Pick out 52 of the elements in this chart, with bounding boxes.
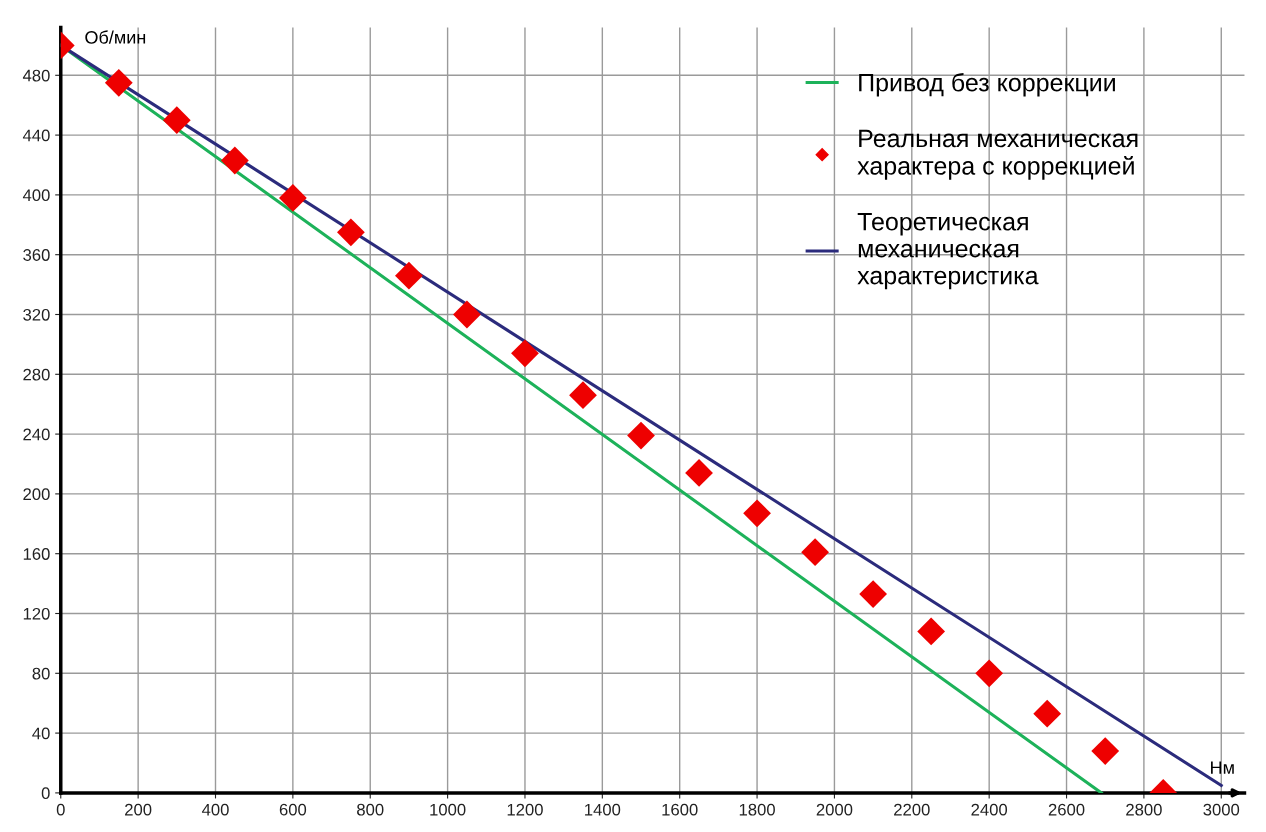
point	[1091, 737, 1120, 765]
y-tick-label: 440	[22, 129, 50, 142]
x-tick-label: 1600	[662, 803, 698, 816]
point	[743, 499, 771, 528]
point	[859, 580, 888, 608]
x-tick-label: 1400	[585, 803, 621, 816]
x-tick-label: 2400	[971, 803, 1008, 816]
y-tick-label: 480	[22, 69, 50, 82]
x-tick-label: 600	[279, 803, 307, 816]
point	[104, 68, 133, 97]
x-tick-label: 1800	[739, 803, 775, 816]
point	[975, 659, 1004, 688]
x-tick-label: 200	[125, 803, 152, 816]
point	[453, 300, 481, 329]
point	[337, 218, 365, 247]
point	[395, 261, 423, 290]
x-tick-label: 3000	[1203, 803, 1240, 816]
point	[1033, 699, 1062, 728]
point	[917, 617, 946, 646]
legend-label: Теоретическая механическая характеристика	[857, 213, 1039, 290]
y-tick-label: 80	[32, 667, 50, 680]
y-axis-title: Об/мин	[85, 30, 146, 44]
point	[162, 106, 191, 135]
legend-label: Привод без коррекции	[859, 72, 1115, 97]
x-axis-title: Нм	[1211, 761, 1234, 774]
point	[685, 459, 713, 487]
point	[278, 184, 307, 212]
x-tick-label: 0	[56, 803, 65, 816]
x-tick-label: 400	[201, 803, 229, 816]
y-tick-label: 240	[23, 428, 50, 441]
x-tick-label: 2600	[1048, 803, 1085, 816]
y-tick-label: 320	[23, 308, 50, 321]
point	[511, 339, 539, 368]
point	[220, 146, 249, 175]
y-tick-label: 160	[23, 548, 50, 560]
x-tick-label: 2800	[1126, 803, 1162, 816]
x-tick-label: 1200	[507, 803, 543, 816]
point	[627, 421, 655, 450]
x-tick-label: 800	[357, 803, 384, 816]
y-tick-label: 200	[23, 488, 50, 501]
x-tick-label: 1000	[430, 803, 466, 816]
x-tick-label: 2200	[894, 803, 930, 816]
y-tick-label: 0	[41, 787, 50, 800]
y-tick-label: 120	[23, 607, 50, 620]
point	[801, 538, 829, 567]
x-tick-label: 2000	[816, 803, 853, 816]
point	[569, 381, 597, 410]
y-tick-label: 360	[23, 249, 50, 261]
legend-label: Реальная механическая характера с коррекцией	[857, 129, 1138, 180]
y-tick-label: 40	[32, 727, 50, 740]
y-tick-label: 400	[22, 189, 50, 202]
y-tick-label: 280	[23, 368, 50, 381]
